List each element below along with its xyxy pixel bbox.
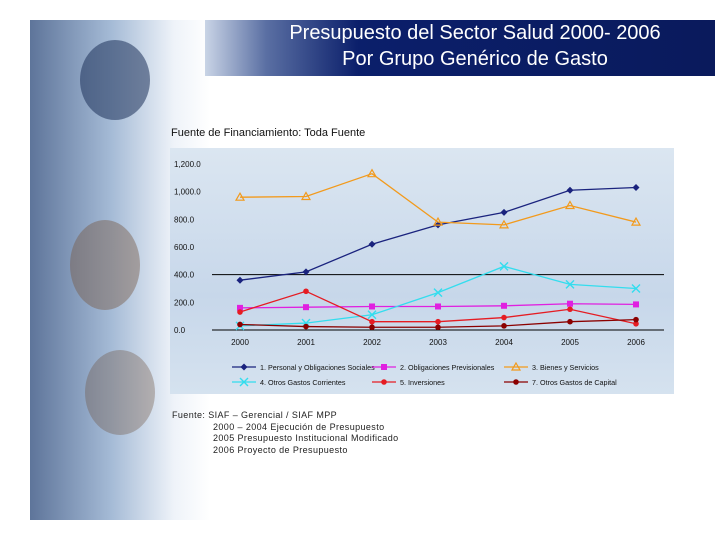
funding-source-label: Fuente de Financiamiento: Toda Fuente [171,127,366,139]
legend-marker [239,377,249,387]
chart-panel: 1,200.0 1,000.0 800.0 600.0 400.0 200.0 0.0 200… [170,148,674,394]
line-chart: 1,200.0 1,000.0 800.0 600.0 400.0 200.0 0.0 200… [174,160,664,387]
child-face-photo [70,220,140,310]
data-point [435,324,441,331]
data-point [303,304,309,311]
legend-label: 2. Obligaciones Previsionales [400,363,495,372]
data-point [366,168,378,178]
page-title: Presupuesto del Sector Salud 2000- 2006 [289,22,661,44]
data-point [303,288,309,295]
data-point [369,324,375,331]
legend-marker [240,363,248,371]
legend-marker [510,361,522,371]
legend-label: 1. Personal y Obligaciones Sociales [260,363,375,372]
data-point [499,261,509,271]
x-tick-label: 2000 [231,338,249,347]
data-point [566,186,574,194]
x-tick-label: 2004 [495,338,513,347]
data-point [237,309,243,315]
y-tick-label: 400.0 [174,271,195,280]
x-tick-label: 2005 [561,338,579,347]
y-tick-label: 200.0 [174,298,195,307]
legend-marker [381,364,387,370]
data-point [435,303,441,310]
data-point [500,208,508,216]
series-line [239,265,637,327]
series-line [239,172,637,226]
data-point [367,310,377,320]
data-point [237,321,243,328]
y-tick-label: 1,000.0 [174,188,201,197]
data-point [498,219,510,229]
source-line: 2006 Proyecto de Presupuesto [213,444,348,455]
data-point [237,304,243,311]
legend-label: 3. Bienes y Servicios [532,363,599,372]
series-line [239,186,637,281]
data-point [567,300,573,307]
data-point [303,323,309,330]
data-point [435,318,441,325]
data-point [369,318,375,325]
legend-label: 7. Otros Gastos de Capital [532,378,617,387]
x-tick-label: 2003 [429,338,447,347]
child-face-photo [85,350,155,435]
data-point [630,216,642,226]
data-point [369,303,375,310]
data-point [567,318,573,325]
y-tick-label: 0.0 [174,326,186,335]
legend-marker [513,379,519,385]
y-tick-label: 1,200.0 [174,160,201,169]
y-tick-label: 800.0 [174,215,195,224]
data-point [632,184,640,192]
source-label: Fuente: SIAF – Gerencial / SIAF MPP [172,410,338,420]
data-point [234,191,246,201]
x-tick-label: 2006 [627,338,645,347]
y-tick-label: 600.0 [174,243,195,252]
data-point [633,301,639,308]
x-tick-label: 2001 [297,338,315,347]
data-point [501,323,507,329]
title-banner: Presupuesto del Sector Salud 2000- 2006 … [205,20,715,76]
data-point [432,216,444,226]
data-point [236,276,244,284]
data-point [501,314,507,321]
legend-label: 4. Otros Gastos Corrientes [260,378,346,387]
source-line: 2000 – 2004 Ejecución de Presupuesto [213,421,385,432]
legend-label: 5. Inversiones [400,378,445,387]
data-point [433,288,443,298]
data-point [633,316,639,323]
page-subtitle-title: Por Grupo Genérico de Gasto [342,48,608,70]
data-point [565,279,575,289]
x-tick-label: 2002 [363,338,381,347]
data-point [302,268,310,276]
legend-marker [381,379,387,385]
data-point [368,240,376,248]
source-note: Fuente: SIAF – Gerencial / SIAF MPP 2000… [172,410,399,456]
child-face-photo [80,40,150,120]
data-point [501,302,507,309]
source-line: 2005 Presupuesto Institucional Modificad… [213,433,399,443]
data-point [631,284,641,293]
data-point [633,320,639,327]
data-point [567,306,573,313]
data-point [300,191,312,201]
data-point [564,200,576,210]
